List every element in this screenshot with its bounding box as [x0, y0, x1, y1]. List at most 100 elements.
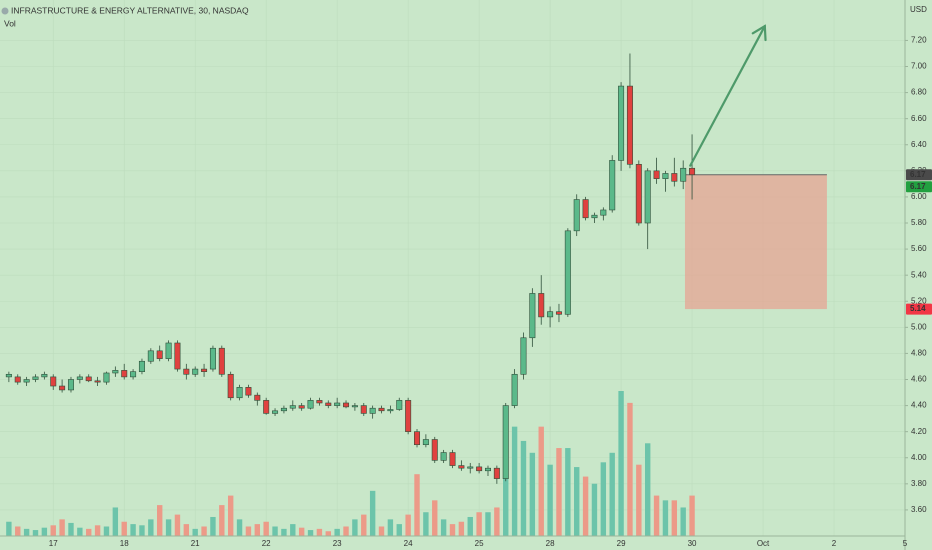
candle-body: [538, 293, 545, 318]
volume-bar: [387, 519, 394, 536]
symbol-icon: [1, 7, 9, 15]
volume-bar: [653, 495, 660, 536]
candle-body: [227, 373, 234, 399]
candle-body: [41, 373, 48, 378]
candle-body: [59, 385, 66, 391]
candle-body: [484, 467, 491, 472]
candle-body: [458, 465, 465, 469]
price-label: 5.14: [910, 304, 926, 313]
y-tick-label: 5.20: [911, 296, 927, 305]
volume-bar: [458, 521, 465, 536]
candle-body: [555, 311, 562, 315]
volume-bar: [423, 512, 429, 536]
y-tick-label: 4.00: [911, 453, 927, 462]
candle-body: [147, 350, 154, 362]
volume-bar: [440, 519, 447, 536]
candle-body: [369, 407, 376, 414]
candle-body: [626, 85, 633, 165]
volume-bar: [32, 530, 39, 536]
volume-bar: [130, 524, 136, 536]
candle-body: [414, 431, 421, 446]
x-tick-label: 30: [688, 539, 697, 548]
candle-body: [618, 85, 625, 161]
y-tick-label: 5.60: [911, 244, 927, 253]
volume-bar: [139, 525, 145, 536]
volume-bar: [325, 531, 331, 536]
volume-bar: [165, 519, 172, 536]
y-tick-label: 4.80: [911, 349, 927, 358]
volume-bar: [86, 528, 92, 536]
candle-body: [183, 368, 190, 375]
volume-bar: [94, 525, 101, 536]
candle-body: [130, 371, 137, 378]
candle-body: [103, 372, 110, 383]
candle-body: [600, 209, 607, 216]
candle-body: [573, 199, 580, 232]
volume-bar: [23, 528, 30, 536]
candle-body: [405, 400, 412, 432]
candle-body: [440, 452, 447, 461]
volume-bar: [245, 526, 252, 536]
volume-bar: [671, 500, 678, 536]
y-tick-label: 4.40: [911, 401, 927, 410]
candle-body: [165, 342, 172, 359]
volume-bar: [405, 514, 411, 536]
stop-zone: [684, 174, 827, 310]
candle-body: [449, 452, 456, 466]
candle-body: [529, 293, 536, 339]
volume-bar: [680, 507, 686, 536]
candle-body: [360, 405, 367, 414]
volume-bar: [636, 464, 642, 536]
candle-body: [138, 360, 145, 372]
candle-body: [378, 407, 385, 412]
y-tick-label: 5.80: [911, 218, 927, 227]
candle-body: [644, 170, 651, 224]
y-tick-label: 4.20: [911, 427, 927, 436]
candle-body: [396, 400, 403, 410]
candle-body: [289, 405, 296, 409]
x-tick-label: Oct: [757, 539, 770, 548]
candle-body: [76, 376, 83, 380]
candle-body: [520, 337, 527, 375]
candle-body: [547, 311, 554, 318]
candle-body: [431, 439, 438, 461]
volume-bar: [432, 500, 438, 536]
volume-bar: [290, 524, 296, 536]
volume-bar: [485, 512, 491, 536]
x-tick-label: 23: [333, 539, 342, 548]
volume-bar: [68, 522, 74, 536]
volume-bar: [6, 521, 12, 536]
volume-bar: [609, 452, 615, 536]
x-tick-label: 5: [903, 539, 908, 548]
volume-bar: [157, 505, 163, 536]
volume-bar: [369, 490, 376, 536]
y-tick-label: 4.60: [911, 375, 927, 384]
x-tick-label: 21: [191, 539, 200, 548]
volume-bar: [201, 526, 207, 536]
volume-bar: [334, 528, 340, 536]
volume-bar: [219, 505, 225, 536]
volume-bar: [343, 526, 349, 536]
volume-bar: [103, 526, 110, 536]
y-tick-label: 6.80: [911, 88, 927, 97]
y-tick-label: 3.80: [911, 479, 927, 488]
volume-bar: [547, 464, 553, 536]
volume-bar: [556, 448, 562, 536]
volume-bar: [281, 528, 287, 536]
volume-bar: [538, 426, 544, 536]
candle-body: [591, 214, 598, 219]
volume-bar: [627, 402, 633, 536]
candle-body: [564, 230, 571, 315]
candle-body: [582, 199, 589, 219]
candle-body: [334, 402, 341, 406]
candle-body: [493, 467, 500, 479]
candle-body: [218, 347, 225, 375]
candle-body: [325, 402, 332, 406]
candle-body: [67, 379, 74, 391]
candle-body: [653, 170, 660, 179]
price-label-box: [906, 169, 932, 181]
volume-bar: [316, 528, 323, 536]
volume-bar: [352, 519, 358, 536]
volume-bar: [378, 526, 385, 536]
